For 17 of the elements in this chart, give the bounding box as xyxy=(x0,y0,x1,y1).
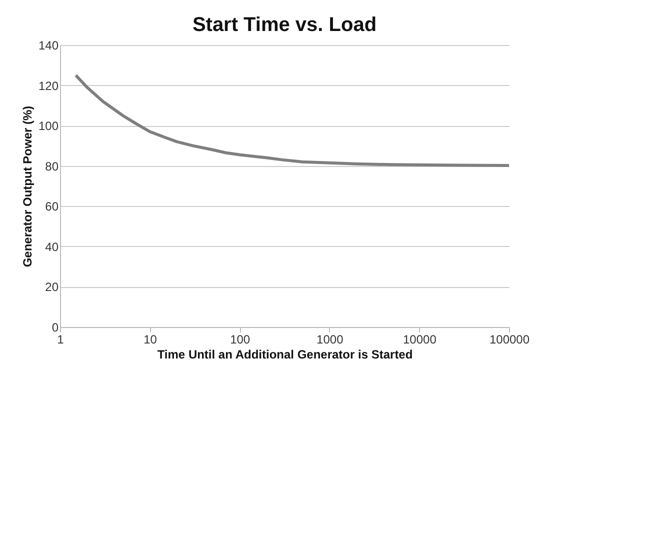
x-axis-title: Time Until an Additional Generator is Started xyxy=(157,348,413,362)
x-tick-label: 100 xyxy=(230,332,250,346)
y-tick-label: 0 xyxy=(52,320,59,334)
chart-title: Start Time vs. Load xyxy=(192,14,377,36)
y-tick-label: 60 xyxy=(45,200,59,214)
y-tick-label: 20 xyxy=(45,280,59,294)
y-tick-label: 40 xyxy=(45,240,59,254)
x-tick-label: 1 xyxy=(57,332,64,346)
y-axis-title: Generator Output Power (%) xyxy=(20,106,34,268)
x-tick-label: 10 xyxy=(144,332,158,346)
y-tick-label: 120 xyxy=(38,78,59,93)
x-tick-label: 100000 xyxy=(489,332,530,346)
x-tick-label: 1000 xyxy=(316,332,344,346)
x-tick-label: 10000 xyxy=(403,332,437,346)
y-tick-label: 100 xyxy=(38,119,59,134)
y-tick-label: 140 xyxy=(38,38,59,52)
y-tick-label: 80 xyxy=(45,159,59,174)
